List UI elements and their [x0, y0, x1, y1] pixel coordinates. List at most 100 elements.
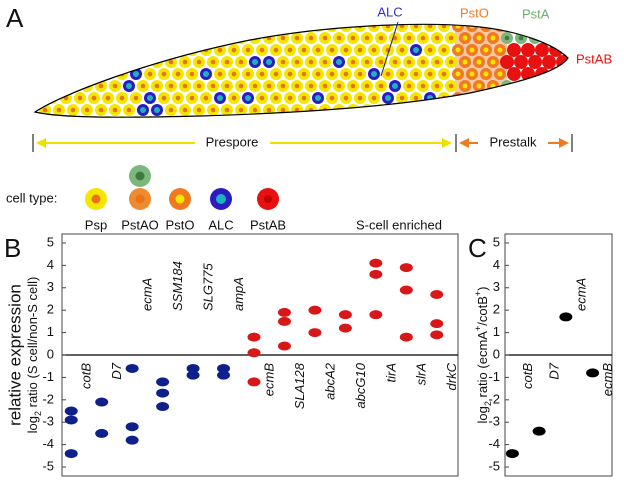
- category-label: SSM184: [170, 261, 185, 311]
- cell-core: [252, 83, 258, 89]
- y-tick-label: 3: [47, 279, 54, 294]
- cell: [67, 56, 79, 68]
- cell-core: [35, 24, 41, 29]
- cell: [88, 116, 100, 118]
- cell-core: [231, 71, 237, 77]
- cell-core: [287, 24, 293, 29]
- cell-core: [490, 59, 496, 65]
- point: [125, 435, 139, 445]
- cell-core: [56, 59, 62, 65]
- cell-core: [77, 47, 83, 53]
- cell-core: [280, 107, 286, 113]
- cell-core: [434, 59, 440, 65]
- cell-core: [175, 71, 181, 77]
- cell: [473, 104, 485, 116]
- cell-core: [42, 83, 48, 89]
- legend-label: Psp: [85, 217, 107, 232]
- cell-core: [371, 71, 377, 77]
- cell-core: [245, 47, 251, 53]
- cell-core: [245, 95, 251, 101]
- cell-core: [161, 24, 167, 29]
- y-tick-label: 5: [47, 234, 54, 249]
- cell-core: [238, 35, 244, 41]
- cell-core: [294, 35, 300, 41]
- cell-label: PstO: [460, 5, 489, 20]
- point: [586, 368, 600, 378]
- cell: [536, 116, 548, 118]
- cell-core: [308, 59, 314, 65]
- cell-core: [371, 95, 377, 101]
- cell-core: [372, 120, 377, 125]
- cell: [333, 104, 345, 116]
- cell-core: [399, 71, 405, 77]
- cell-core: [427, 47, 433, 53]
- cell: [74, 68, 86, 80]
- cell-core: [455, 24, 461, 29]
- cell: [242, 116, 254, 118]
- cell-core: [448, 35, 454, 41]
- cell: [522, 24, 534, 32]
- cell-core: [350, 59, 356, 65]
- cell-core: [420, 59, 426, 65]
- cell-core: [371, 47, 377, 53]
- cell-core: [56, 35, 62, 41]
- cell: [340, 24, 352, 32]
- y-label-part: log: [475, 406, 490, 423]
- panel-label: C: [468, 233, 487, 263]
- cell-core: [77, 71, 83, 77]
- cell-core: [364, 59, 370, 65]
- cell-core: [469, 71, 475, 77]
- cell-core: [231, 24, 237, 29]
- cell-core: [77, 95, 83, 101]
- cell-core: [455, 95, 461, 101]
- category-label: ecmB: [261, 363, 276, 397]
- cell-core: [126, 35, 132, 41]
- cell: [431, 104, 443, 116]
- cell-core: [64, 120, 69, 125]
- cell-core: [358, 120, 363, 125]
- point: [186, 363, 200, 373]
- cell-core: [288, 120, 293, 125]
- y-label: log2 ratio (ecmA+/cotB+): [473, 287, 493, 424]
- cell-core: [63, 24, 69, 29]
- cell: [46, 44, 58, 56]
- cell-core: [554, 120, 559, 125]
- cell-core: [217, 95, 223, 101]
- cell-core: [161, 47, 167, 53]
- cell-core: [182, 59, 188, 65]
- cell-core: [364, 35, 370, 41]
- category-label: cotB: [520, 363, 535, 389]
- y-tick-label: 4: [493, 257, 500, 272]
- category-label: cotB: [79, 363, 94, 389]
- cell-core: [511, 95, 517, 101]
- cell-core: [308, 83, 314, 89]
- cell-core: [378, 59, 384, 65]
- cell: [382, 116, 394, 118]
- cell: [74, 44, 86, 56]
- cell-core: [560, 35, 566, 41]
- cell-core: [260, 120, 265, 125]
- y-tick-label: -4: [42, 436, 54, 451]
- cell: [95, 32, 107, 44]
- cell: [557, 104, 568, 116]
- arrowhead: [442, 138, 452, 148]
- cell-core: [442, 120, 447, 125]
- cell-core: [91, 24, 97, 29]
- cell: [543, 80, 555, 92]
- cell-core: [126, 83, 132, 89]
- cell: [130, 116, 142, 118]
- cell-core: [483, 71, 489, 77]
- point: [95, 397, 109, 407]
- cell-core: [441, 47, 447, 53]
- cell: [88, 44, 100, 56]
- cell: [508, 92, 520, 104]
- cell-core: [112, 35, 118, 41]
- cell: [35, 68, 44, 80]
- cell-core: [252, 59, 258, 65]
- cell-core: [301, 24, 307, 29]
- cell-core: [497, 47, 503, 53]
- cell-core: [336, 59, 342, 65]
- alc-pointer: [380, 21, 399, 77]
- cell: [494, 116, 506, 118]
- cell-core: [511, 24, 517, 29]
